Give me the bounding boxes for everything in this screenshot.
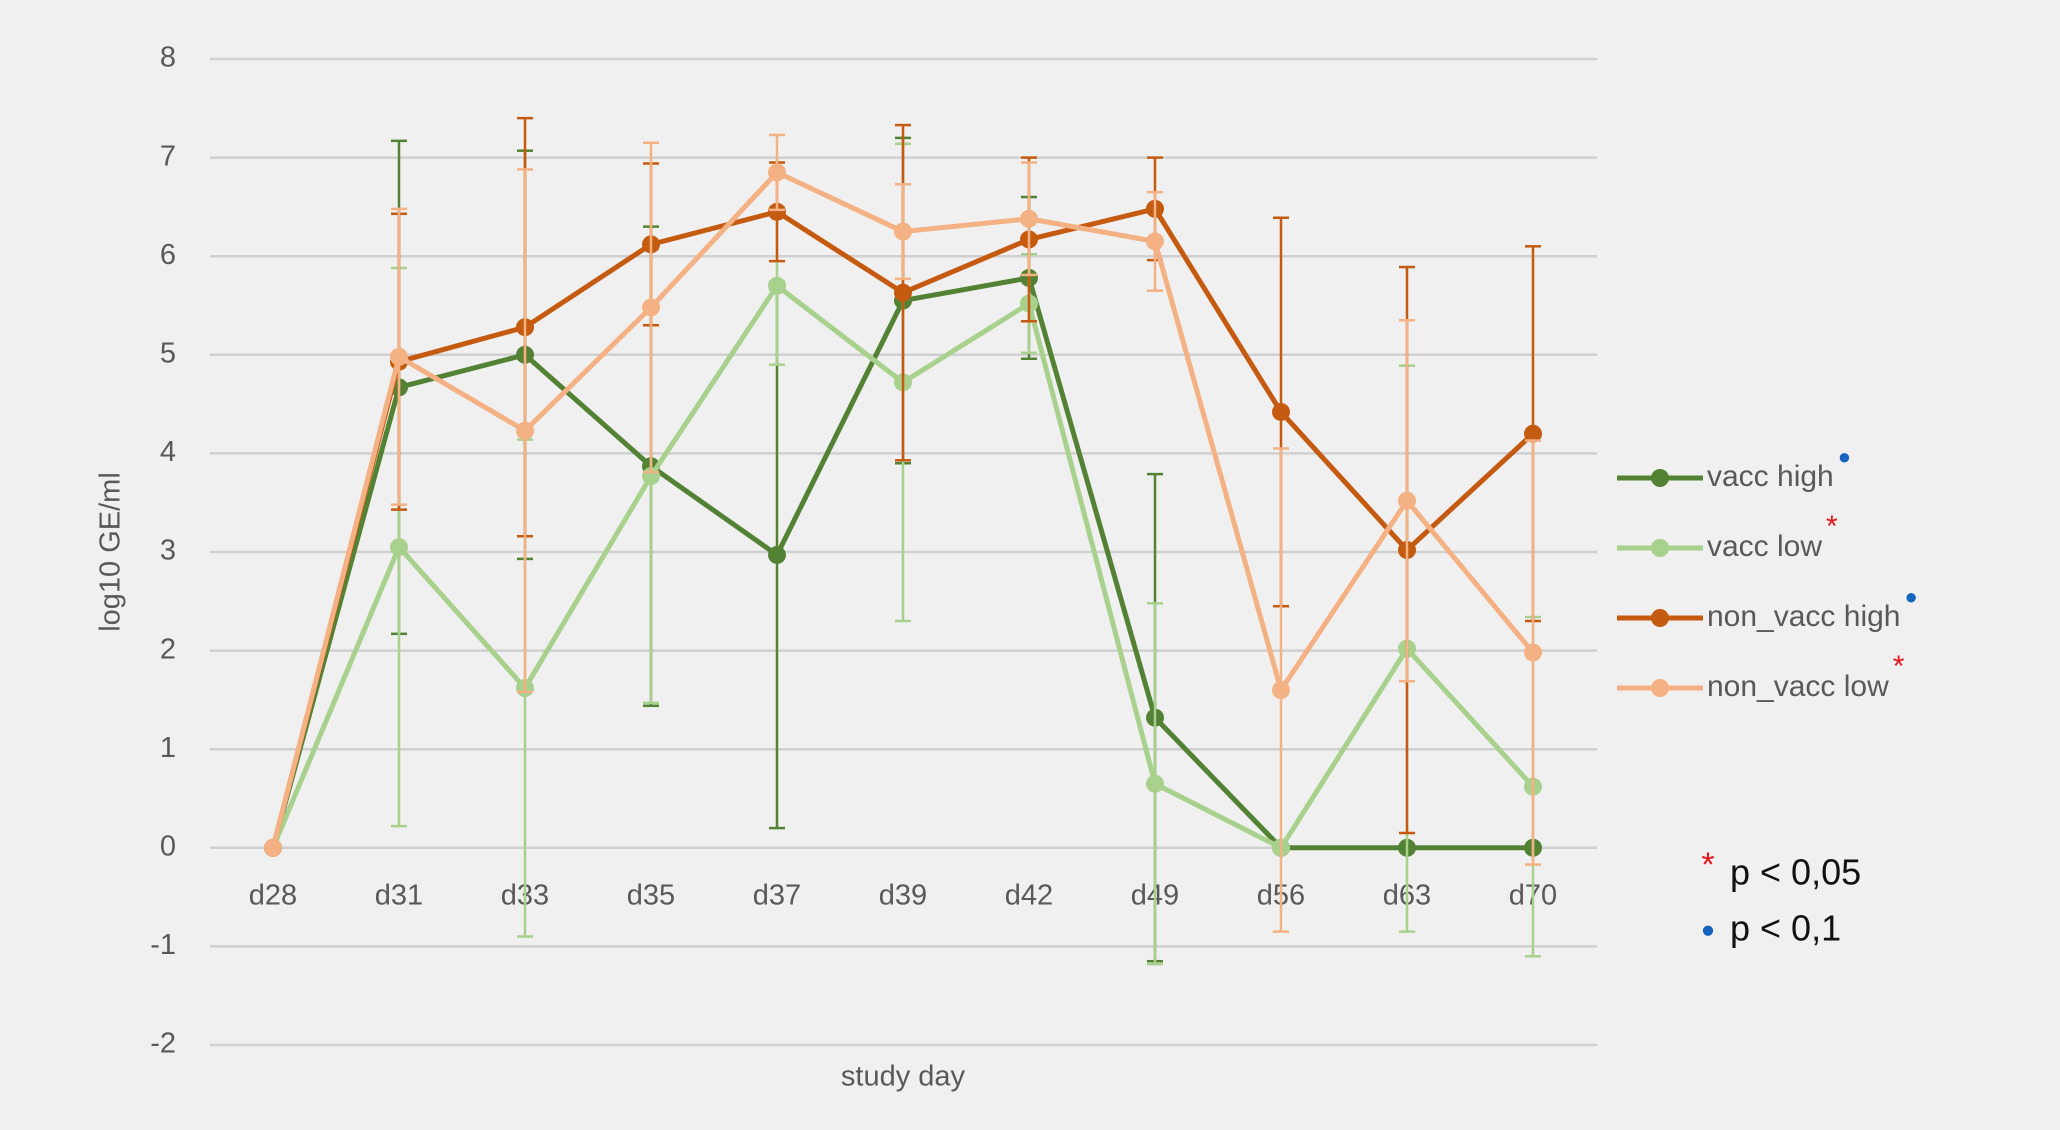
legend-note: ●: [1838, 444, 1851, 469]
annotation-text: p < 0,1: [1730, 908, 1841, 949]
y-tick-label: 7: [160, 140, 176, 172]
x-tick-label: d28: [249, 879, 297, 911]
x-tick-label: d35: [627, 879, 675, 911]
y-axis-label: log10 GE/ml: [95, 472, 127, 632]
legend-marker: [1651, 679, 1669, 697]
data-point: [1524, 643, 1542, 662]
x-tick-label: d42: [1005, 879, 1053, 911]
y-tick-label: 4: [160, 436, 176, 468]
data-point: [768, 276, 786, 295]
legend-label: vacc low: [1707, 530, 1822, 563]
data-point: [1272, 681, 1290, 700]
data-point: [516, 421, 534, 440]
x-tick-label: d37: [753, 879, 801, 911]
legend-marker: [1651, 469, 1669, 487]
legend-marker: [1651, 609, 1669, 627]
legend-label: non_vacc low: [1707, 670, 1889, 703]
data-point: [264, 838, 282, 857]
y-tick-label: -1: [150, 929, 176, 961]
data-point: [768, 202, 786, 221]
x-tick-label: d39: [879, 879, 927, 911]
y-tick-label: -2: [150, 1028, 176, 1060]
y-tick-label: 2: [160, 633, 176, 665]
data-point: [1524, 424, 1542, 443]
legend-label: non_vacc high: [1707, 600, 1900, 633]
data-point: [768, 163, 786, 182]
data-point: [390, 538, 408, 557]
x-axis-label: study day: [841, 1061, 966, 1093]
x-tick-label: d31: [375, 879, 423, 911]
legend-marker: [1651, 539, 1669, 557]
legend-note: ●: [1904, 584, 1917, 609]
data-point: [1146, 232, 1164, 251]
data-point: [1398, 491, 1416, 510]
legend-label: vacc high: [1707, 460, 1834, 493]
y-tick-label: 6: [160, 239, 176, 271]
y-tick-label: 5: [160, 337, 176, 369]
data-point: [642, 298, 660, 317]
annotation-text: p < 0,05: [1730, 852, 1861, 893]
legend-note: *: [1826, 510, 1838, 543]
data-point: [1146, 774, 1164, 793]
annotation-symbol: ●: [1701, 916, 1716, 943]
data-point: [1272, 402, 1290, 421]
y-tick-label: 0: [160, 830, 176, 862]
data-point: [1020, 209, 1038, 228]
y-tick-label: 1: [160, 732, 176, 764]
legend-note: *: [1893, 650, 1905, 683]
data-point: [390, 347, 408, 366]
y-tick-label: 8: [160, 42, 176, 74]
data-point: [768, 545, 786, 564]
annotation-symbol: *: [1701, 846, 1714, 884]
data-point: [894, 283, 912, 302]
data-point: [894, 222, 912, 241]
y-tick-label: 3: [160, 535, 176, 567]
